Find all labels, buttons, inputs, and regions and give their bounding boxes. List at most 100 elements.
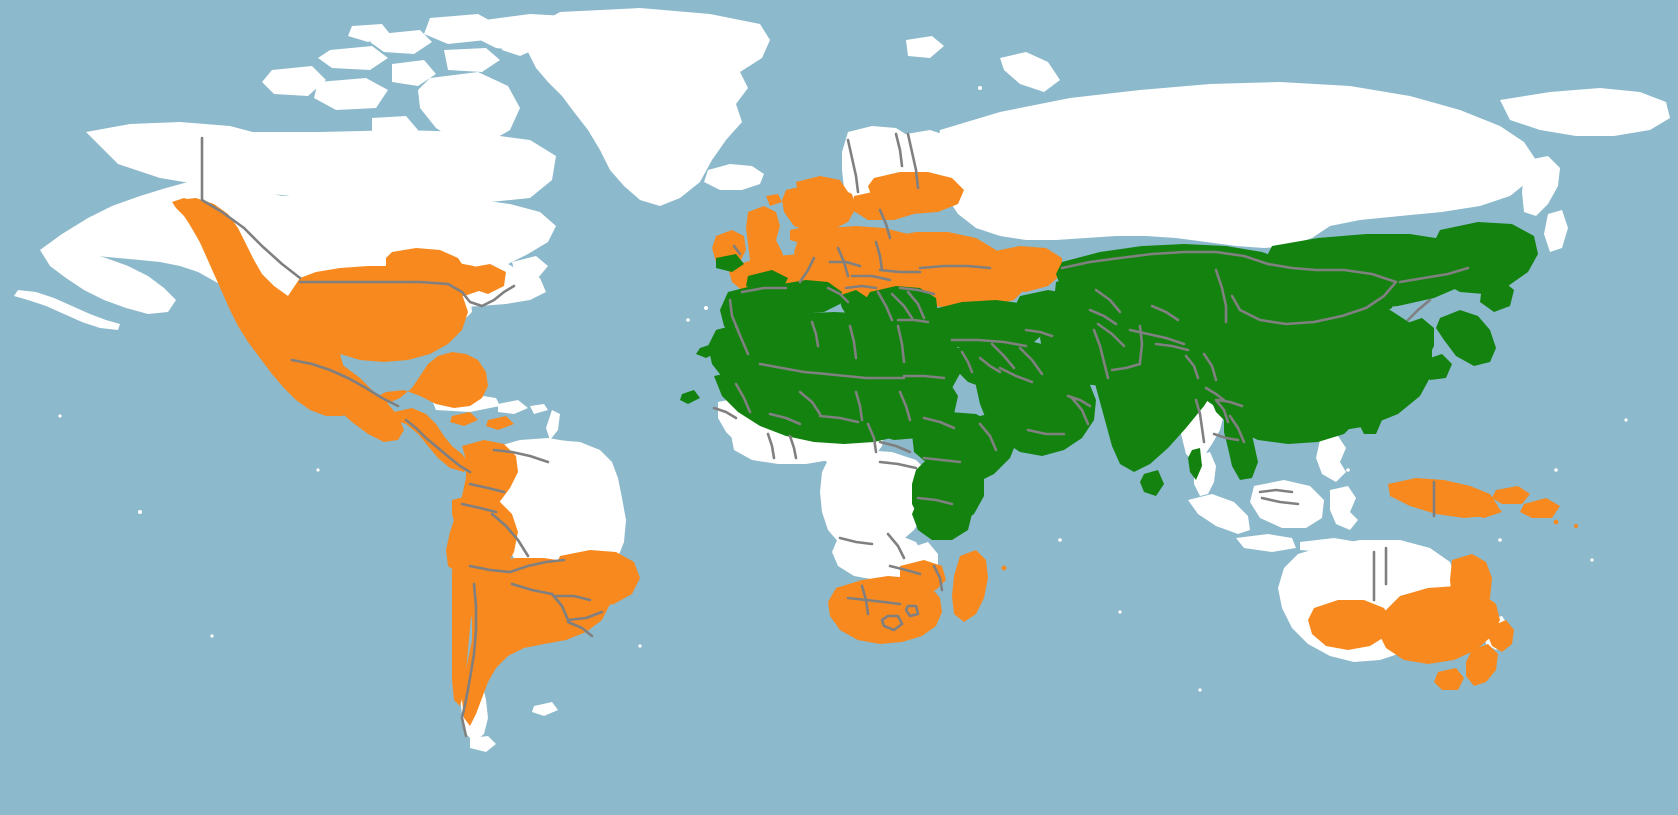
range-britain-south-green — [746, 270, 788, 292]
border-india-china — [1128, 328, 1186, 346]
border-colombia-ecuador — [468, 482, 506, 494]
border-kazakhstan-uzbek — [1094, 288, 1122, 314]
landmasses-absent — [14, 8, 1670, 752]
ocean-island-specks-orange — [1001, 510, 1578, 571]
border-angola-zambia — [886, 532, 906, 560]
border-greece-bulgaria — [896, 318, 930, 324]
border-mali-burkina — [768, 412, 802, 426]
island-speck — [1554, 468, 1558, 472]
arctic-island-devon — [444, 48, 500, 72]
border-iraq-saudi — [998, 366, 1034, 384]
border-kyrgyz-tajik — [1150, 304, 1180, 322]
border-mauritania-mali — [734, 382, 752, 414]
range-baltic-north — [852, 190, 920, 220]
caribbean-puertorico — [530, 404, 548, 414]
border-algeria-mali — [758, 362, 828, 376]
border-eswatini — [904, 604, 920, 618]
island-speck — [138, 510, 142, 514]
island-speck — [316, 468, 320, 472]
border-china-vietnam — [1216, 398, 1244, 408]
island-speck-introduced — [1574, 524, 1578, 528]
border-bolivia-brazil — [508, 558, 566, 574]
border-zimbabwe-mozambique — [932, 564, 944, 592]
border-ethiopia-somalia — [978, 422, 998, 452]
border-botswana-south-africa — [846, 596, 902, 606]
border-zambia-zimbabwe — [888, 564, 922, 576]
border-myanmar-thailand — [1194, 398, 1206, 444]
ocean-island-specks — [58, 20, 1628, 692]
island-speck-introduced — [1553, 519, 1559, 525]
sulawesi — [1330, 486, 1358, 530]
range-tasmania — [1434, 668, 1464, 690]
arctic-island-small-2 — [348, 24, 390, 42]
tierra-del-fuego — [470, 736, 496, 752]
island-speck — [1590, 558, 1594, 562]
border-egypt-sudan — [902, 374, 946, 380]
arctic-island-ellesmere — [424, 14, 500, 44]
range-bismarck — [1492, 486, 1530, 504]
border-laos-vietnam — [1228, 414, 1246, 444]
arctic-island-victoria — [314, 78, 388, 110]
range-solomon — [1520, 498, 1560, 518]
philippines — [1316, 436, 1346, 482]
range-bangladesh — [1182, 350, 1218, 384]
border-ethiopia-kenya — [922, 456, 962, 464]
island-speck — [704, 306, 708, 310]
border-balkans-1 — [876, 290, 894, 322]
border-drc-north — [878, 460, 918, 470]
range-srilanka — [1140, 470, 1164, 496]
range-new-zealand-north — [1488, 620, 1514, 652]
range-canaries — [696, 344, 718, 358]
island-speck — [450, 20, 454, 24]
border-drc-angola — [838, 536, 874, 546]
greenland-north — [470, 14, 574, 52]
border-india-pakistan — [1092, 328, 1110, 380]
range-djibouti — [984, 412, 1006, 426]
border-great-lakes — [446, 282, 516, 308]
border-bolivia-paraguay — [510, 582, 554, 596]
border-namibia-botswana — [860, 584, 870, 616]
border-ukraine-russia — [918, 264, 992, 270]
border-india-bangladesh — [1184, 354, 1200, 380]
range-faroe — [766, 194, 782, 206]
range-brazil-south — [552, 550, 640, 608]
border-algeria-tunisia — [810, 320, 820, 348]
novaya-zemlya — [1000, 52, 1060, 92]
range-japan-honshu — [1436, 310, 1496, 366]
central-africa-congo — [820, 450, 932, 552]
range-tanzania-south — [912, 494, 972, 540]
border-iran-pakistan — [1110, 362, 1142, 372]
island-speck — [638, 644, 642, 648]
range-maritimes — [468, 264, 506, 294]
border-spain-france — [740, 286, 788, 294]
border-turkey-iran — [1024, 328, 1054, 338]
range-vietnam — [1224, 414, 1258, 480]
range-japan-kyushu — [1420, 354, 1452, 380]
border-ireland-uk — [732, 244, 742, 256]
border-afghan-pakistan — [1096, 322, 1126, 348]
arctic-island-small-1 — [502, 38, 538, 56]
range-denmark — [790, 226, 816, 244]
border-saudi-jordan — [978, 356, 1002, 374]
caribbean-lesser — [546, 410, 560, 440]
caribbean-hispaniola — [498, 400, 528, 414]
island-speck — [1346, 468, 1350, 472]
range-new-britain — [1468, 502, 1502, 518]
iceland — [704, 164, 764, 190]
range-usa-canada — [178, 198, 488, 416]
hudson-bay-surround — [294, 152, 400, 208]
border-finland-russia — [906, 132, 920, 190]
range-mexico — [262, 348, 404, 442]
island-speck — [1498, 538, 1502, 542]
chukotka — [1500, 88, 1670, 136]
range-australia-southwest — [1308, 600, 1392, 650]
alaska-peninsula — [40, 248, 176, 314]
falklands — [532, 702, 558, 716]
border-turkey-syria — [950, 338, 1028, 348]
border-mongolia-china — [1230, 280, 1398, 326]
border-central-america-2 — [424, 436, 452, 460]
island-speck — [1058, 538, 1062, 542]
island-speck — [1118, 610, 1122, 614]
border-thailand-laos — [1214, 398, 1230, 424]
